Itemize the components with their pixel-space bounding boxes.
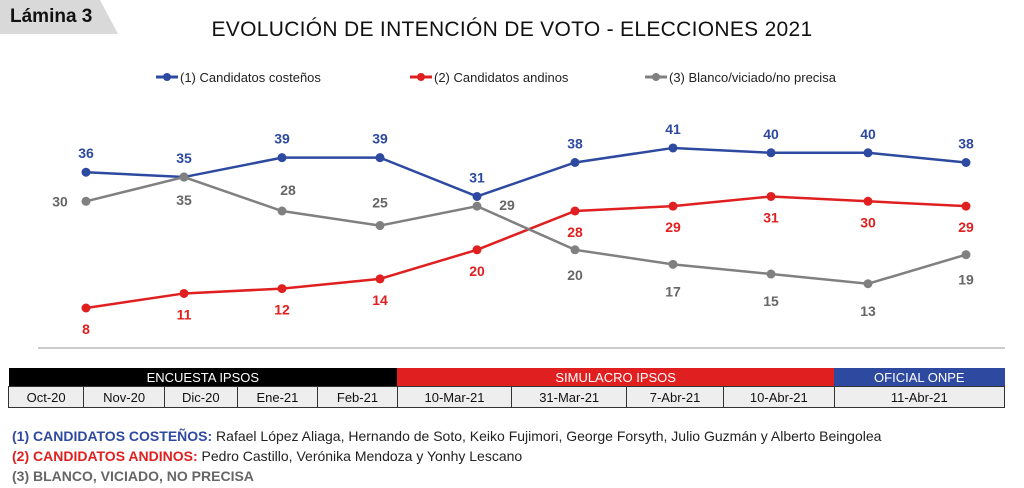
data-label: 38	[958, 136, 974, 152]
data-point	[375, 274, 385, 284]
series-line	[85, 175, 967, 286]
category-label: 11-Abr-21	[833, 386, 1006, 408]
data-point	[766, 269, 776, 279]
footnote: (3) BLANCO, VICIADO, NO PRECISA	[12, 466, 881, 486]
data-point	[668, 259, 678, 269]
data-point	[863, 148, 873, 158]
data-label: 28	[280, 182, 296, 198]
data-label: 39	[372, 131, 388, 147]
footnote: (1) CANDIDATOS COSTEÑOS: Rafael López Al…	[12, 426, 881, 446]
group-header: OFICIAL ONPE	[834, 368, 1005, 387]
footnote-head: (2) CANDIDATOS ANDINOS:	[12, 448, 198, 464]
data-label: 29	[958, 219, 974, 235]
data-label: 35	[176, 192, 192, 208]
data-label: 40	[860, 126, 876, 142]
data-label: 17	[665, 283, 681, 299]
data-label: 25	[372, 195, 388, 211]
series-line	[85, 146, 967, 198]
data-label: 20	[469, 263, 485, 279]
data-label: 20	[567, 267, 583, 283]
data-point	[472, 191, 482, 201]
data-label: 15	[763, 293, 779, 309]
legend-marker	[652, 73, 660, 81]
data-point	[81, 196, 91, 206]
series-line	[85, 195, 967, 310]
data-label: 36	[78, 145, 94, 161]
data-label: 11	[177, 306, 192, 322]
footnotes: (1) CANDIDATOS COSTEÑOS: Rafael López Al…	[12, 426, 881, 486]
data-point	[766, 148, 776, 158]
group-header: SIMULACRO IPSOS	[397, 368, 835, 387]
data-label: 8	[82, 321, 90, 337]
category-label: 7-Abr-21	[626, 386, 725, 408]
category-label: Nov-20	[83, 386, 165, 408]
series-2: 8 11 12 14 20 28 29 31 30 29	[81, 191, 974, 337]
data-point	[375, 153, 385, 163]
footnote-head: (3) BLANCO, VICIADO, NO PRECISA	[12, 468, 254, 484]
data-label: 19	[958, 272, 974, 288]
legend-label: (3) Blanco/viciado/no precisa	[669, 70, 837, 85]
legend-label: (1) Candidatos costeños	[180, 70, 321, 85]
category-label: 31-Mar-21	[511, 386, 628, 408]
data-point	[961, 158, 971, 167]
data-point	[863, 196, 873, 206]
data-label: 39	[274, 131, 290, 147]
category-label: 10-Mar-21	[396, 386, 513, 408]
data-label: 13	[860, 303, 876, 319]
data-point	[668, 201, 678, 211]
data-label: 28	[567, 224, 583, 240]
footnote-text: Rafael López Aliaga, Hernando de Soto, K…	[212, 428, 882, 444]
data-point	[570, 206, 580, 216]
data-label: 30	[860, 214, 876, 230]
data-point	[766, 191, 776, 201]
data-label: 30	[52, 193, 68, 209]
footnote: (2) CANDIDATOS ANDINOS: Pedro Castillo, …	[12, 446, 881, 466]
data-point	[863, 279, 873, 289]
data-label: 40	[763, 126, 779, 142]
group-header: ENCUESTA IPSOS	[8, 368, 398, 387]
category-label: Ene-21	[236, 386, 319, 408]
data-point	[277, 206, 287, 216]
line-chart: (1) Candidatos costeños (2) Candidatos an…	[38, 70, 1005, 349]
data-point	[277, 153, 287, 163]
data-point	[81, 167, 91, 177]
data-point	[961, 250, 971, 260]
legend-label: (2) Candidatos andinos	[434, 70, 569, 85]
data-point	[570, 158, 580, 167]
legend-marker	[417, 73, 425, 81]
footnote-head: (1) CANDIDATOS COSTEÑOS:	[12, 428, 213, 444]
category-label: Oct-20	[7, 386, 85, 408]
badge-label: Lámina 3	[10, 6, 93, 27]
category-label: Feb-21	[317, 386, 398, 408]
legend-marker	[163, 73, 171, 81]
data-point	[179, 288, 189, 298]
category-table: ENCUESTA IPSOS SIMULACRO IPSOS OFICIAL ONP…	[7, 368, 1006, 408]
data-point	[472, 201, 482, 211]
data-label: 29	[665, 219, 681, 235]
data-point	[81, 303, 91, 313]
data-point	[277, 284, 287, 294]
data-point	[179, 172, 189, 182]
chart-title: EVOLUCIÓN DE INTENCIÓN DE VOTO - ELECCIO…	[211, 18, 813, 41]
series-3: 30 35 28 25 29 20 17 15 13 19	[52, 172, 974, 319]
footnote-text: Pedro Castillo, Verónika Mendoza y Yonhy…	[197, 448, 523, 464]
data-label: 31	[763, 209, 779, 225]
series-1: 36 35 39 39 31 38 41 40 40 38	[78, 121, 974, 201]
data-label: 14	[372, 292, 388, 308]
category-label: 10-Abr-21	[723, 386, 835, 408]
data-label: 41	[665, 121, 681, 137]
data-point	[961, 201, 971, 211]
category-label: Dic-20	[164, 386, 238, 408]
data-point	[472, 245, 482, 255]
data-label: 29	[499, 197, 515, 213]
data-point	[375, 221, 385, 231]
slide-badge: Lámina 3	[0, 0, 118, 34]
data-label: 38	[567, 136, 583, 152]
data-label: 12	[274, 302, 290, 318]
data-label: 31	[469, 169, 485, 185]
data-label: 35	[176, 150, 192, 166]
data-point	[570, 245, 580, 255]
data-point	[668, 143, 678, 153]
